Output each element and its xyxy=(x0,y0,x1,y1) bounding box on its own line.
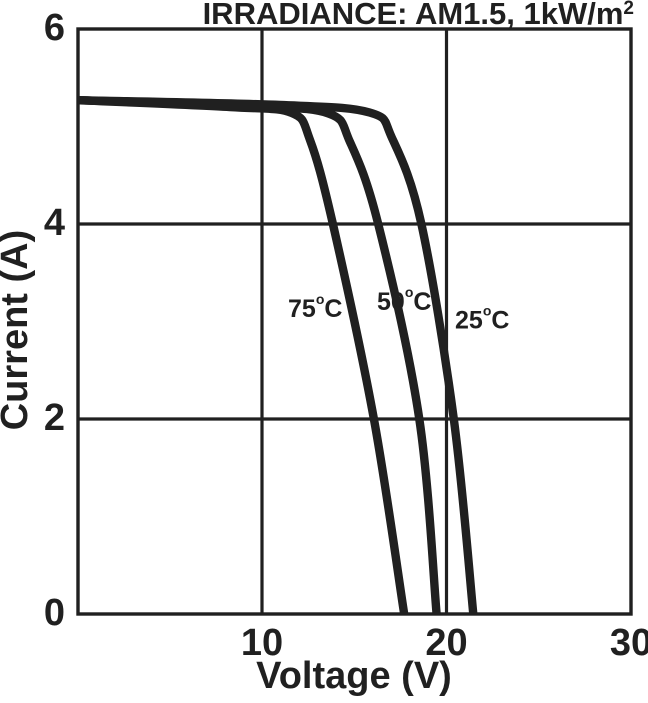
svg-text:30: 30 xyxy=(610,622,648,664)
svg-text:0: 0 xyxy=(44,592,65,634)
svg-text:2: 2 xyxy=(44,397,65,439)
svg-text:50oC: 50oC xyxy=(377,284,431,316)
svg-text:Current (A): Current (A) xyxy=(0,230,36,431)
svg-text:Voltage (V): Voltage (V) xyxy=(256,655,452,697)
svg-text:25oC: 25oC xyxy=(455,303,509,335)
svg-text:IRRADIANCE: AM1.5, 1kW/m2: IRRADIANCE: AM1.5, 1kW/m2 xyxy=(203,0,634,31)
svg-text:6: 6 xyxy=(44,7,65,49)
svg-text:75oC: 75oC xyxy=(288,291,342,323)
svg-text:4: 4 xyxy=(44,202,65,244)
